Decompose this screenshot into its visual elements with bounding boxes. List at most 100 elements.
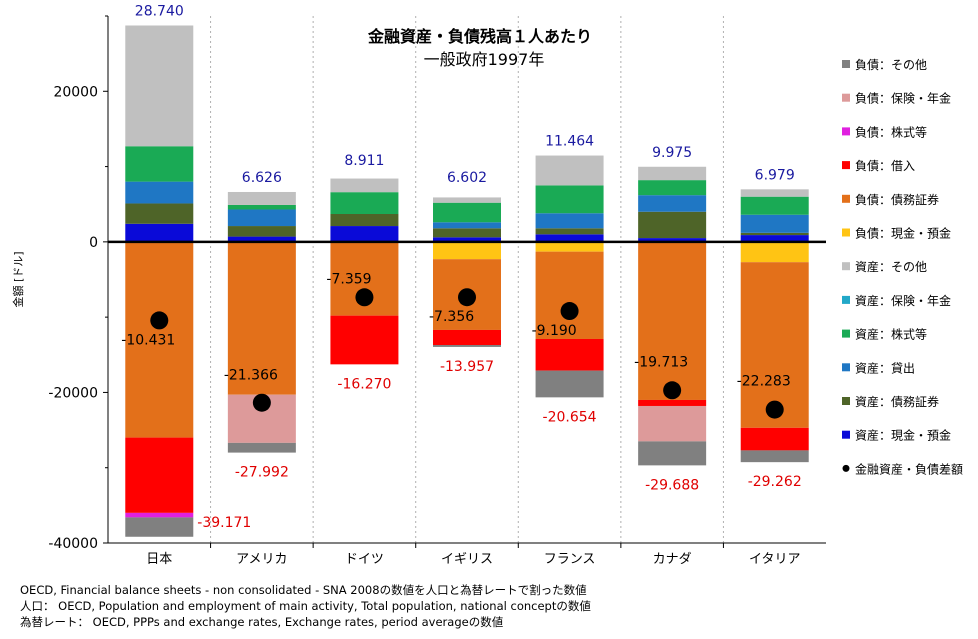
footer-notes: OECD, Financial balance sheets - non con… — [20, 582, 591, 630]
liability-total-label: -29.688 — [645, 477, 699, 493]
bar-segment — [227, 241, 296, 395]
legend-label: 負債：保険・年金 — [855, 91, 951, 106]
bar-segment — [227, 442, 296, 453]
legend-swatch — [842, 93, 850, 102]
net-marker — [150, 311, 169, 330]
legend-swatch — [842, 127, 850, 136]
bar-segment — [125, 146, 194, 182]
stacked-bar-chart: 20000 0 -20000 -40000 日本 アメリカ ドイツ イギリス フランス カナダ イタ… — [11, 3, 963, 567]
asset-total-label: 6.626 — [242, 170, 282, 186]
liability-total-label: -29.262 — [748, 474, 802, 490]
legend-label: 資産：貸出 — [855, 360, 915, 375]
liability-total-label: -39.171 — [197, 515, 251, 531]
legend-swatch — [842, 262, 850, 271]
bar-segment — [227, 236, 296, 242]
bar-segment — [433, 329, 501, 345]
legend-swatch — [842, 194, 850, 203]
net-value-label: -7.359 — [326, 271, 371, 287]
net-value-label: -22.283 — [737, 374, 791, 390]
bar-segment — [535, 241, 604, 252]
bar-segment — [535, 251, 604, 339]
bar-segment — [227, 191, 296, 205]
legend-label: 資産：その他 — [855, 259, 927, 274]
bar-segment — [227, 226, 296, 237]
bar-segment — [638, 195, 707, 212]
net-marker — [663, 381, 682, 400]
y-tick-label: -20000 — [48, 385, 98, 401]
legend-label: 負債：その他 — [855, 57, 927, 72]
bar-segment — [125, 517, 194, 537]
x-tick-label: イギリス — [441, 552, 493, 567]
bar-segment — [535, 213, 604, 229]
bar-segment — [433, 344, 501, 347]
y-tick-label: -40000 — [48, 536, 98, 552]
legend-label: 金融資産・負債差額 — [855, 461, 963, 476]
x-tick-label: 日本 — [146, 552, 172, 567]
legend-swatch — [842, 363, 850, 372]
liability-total-label: -27.992 — [235, 465, 289, 481]
net-value-label: -19.713 — [634, 354, 688, 370]
bar-segment — [740, 189, 809, 197]
bar-segment — [125, 241, 194, 438]
footer-note: 為替レート： OECD, PPPs and exchange rates, Ex… — [20, 615, 504, 629]
x-tick-label: カナダ — [653, 552, 692, 567]
asset-total-label: 28.740 — [135, 3, 184, 19]
legend-swatch — [842, 60, 850, 68]
legend-label: 資産：現金・預金 — [855, 428, 951, 443]
footer-note: OECD, Financial balance sheets - non con… — [20, 583, 587, 597]
bar-segment — [638, 180, 707, 196]
bar-segment — [535, 185, 604, 214]
bar-segment — [227, 204, 296, 210]
net-value-label: -9.190 — [532, 323, 577, 339]
bar-segment — [638, 241, 707, 400]
asset-total-label: 11.464 — [545, 134, 594, 150]
bar-segment — [227, 209, 296, 227]
bar-segment — [740, 235, 809, 242]
net-value-label: -21.366 — [224, 368, 278, 384]
x-tick-label: アメリカ — [236, 552, 287, 567]
asset-total-label: 8.911 — [344, 153, 384, 169]
asset-total-label: 6.979 — [755, 167, 795, 183]
bar-segment — [638, 399, 707, 406]
bar-segment — [125, 223, 194, 242]
bar-segment — [433, 202, 501, 223]
net-marker — [252, 393, 271, 412]
bar-segment — [433, 197, 501, 203]
legend: 負債：その他負債：保険・年金負債：株式等負債：借入負債：債務証券負債：現金・預金… — [842, 57, 963, 476]
liability-total-label: -16.270 — [337, 376, 391, 392]
asset-total-label: 9.975 — [652, 145, 692, 161]
bar-segment — [535, 338, 604, 371]
net-marker — [560, 302, 579, 321]
net-value-label: -10.431 — [121, 332, 175, 348]
liability-total-label: -20.654 — [543, 409, 597, 425]
legend-label: 負債：債務証券 — [855, 192, 939, 207]
bar-segment — [125, 203, 194, 224]
bar-segment — [740, 262, 809, 428]
chart-title: 金融資産・負債残高１人あたり — [367, 27, 592, 46]
bar-segment — [740, 427, 809, 451]
legend-swatch — [842, 329, 850, 338]
bar-segment — [740, 241, 809, 263]
x-tick-label: ドイツ — [345, 552, 384, 567]
axes: 20000 0 -20000 -40000 日本 アメリカ ドイツ イギリス フランス カナダ イタ… — [11, 15, 826, 567]
data-labels: -10.431 -21.366 -7.359 -7.356 -9.190 -19.713 -… — [121, 3, 801, 530]
y-tick-label: 20000 — [53, 84, 98, 100]
bar-segment — [330, 226, 399, 242]
chart-subtitle: 一般政府1997年 — [424, 50, 545, 69]
bar-segment — [433, 228, 501, 238]
bar-segment — [740, 450, 809, 463]
bar-segment — [330, 178, 399, 193]
bar-segment — [125, 512, 194, 518]
y-axis-label: 金額 [ドル] — [11, 251, 25, 307]
legend-marker — [842, 464, 850, 472]
legend-label: 負債：借入 — [855, 158, 915, 173]
bar-segment — [330, 192, 399, 215]
net-value-label: -7.356 — [429, 309, 474, 325]
bar-segment — [535, 155, 604, 186]
net-marker — [458, 288, 476, 307]
legend-swatch — [842, 161, 850, 170]
bar-segment — [638, 238, 707, 242]
bar-segment — [535, 228, 604, 235]
bar-segment — [638, 211, 707, 239]
